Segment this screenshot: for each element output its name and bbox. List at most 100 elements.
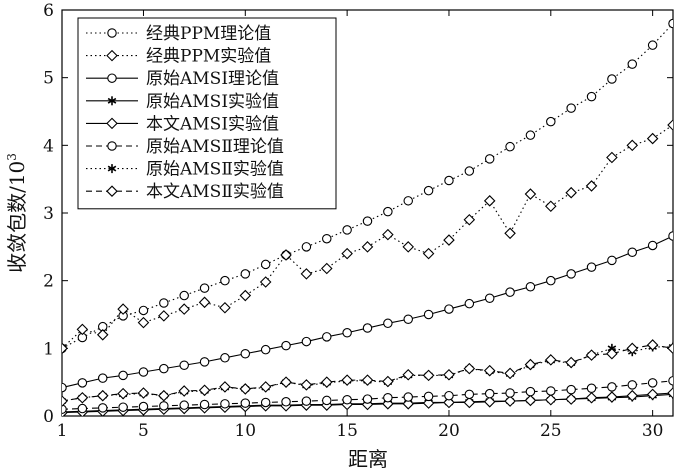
data-point-circle — [107, 28, 117, 38]
data-point-circle — [220, 399, 230, 409]
legend-item: 本文AMSⅠ实验值 — [86, 114, 279, 134]
data-point-circle — [138, 401, 149, 412]
data-point-circle — [159, 298, 169, 308]
data-point-circle — [77, 403, 88, 414]
data-point-circle — [62, 382, 67, 393]
data-point-diamond — [117, 303, 129, 315]
data-point-diamond — [341, 247, 353, 260]
data-point-circle — [607, 382, 617, 392]
data-point-diamond — [76, 391, 89, 404]
data-point-diamond — [198, 384, 211, 397]
data-point-diamond — [76, 323, 89, 336]
data-point-circle — [301, 396, 312, 406]
data-point-circle — [525, 386, 536, 397]
x-axis-title: 距离 — [348, 447, 388, 471]
data-point-circle — [301, 242, 312, 252]
data-point-diamond — [300, 379, 313, 391]
data-point-diamond — [626, 342, 639, 355]
data-point-diamond — [320, 262, 333, 275]
legend-label: 经典PPM理论值 — [146, 24, 271, 44]
data-point-circle — [647, 378, 658, 388]
data-point-diamond — [606, 151, 618, 164]
data-point-circle — [505, 141, 515, 152]
data-point-diamond — [96, 389, 109, 402]
data-point-circle — [159, 401, 169, 411]
data-point-diamond — [361, 374, 374, 386]
legend-item: 经典PPM理论值 — [86, 24, 271, 44]
data-point-diamond — [565, 356, 577, 369]
data-point-circle — [301, 336, 312, 347]
data-point-circle — [647, 240, 658, 251]
data-point-diamond — [320, 376, 333, 388]
data-point-diamond — [626, 139, 639, 152]
data-point-circle — [607, 255, 617, 266]
data-point-diamond — [280, 376, 292, 388]
legend: 经典PPM理论值经典PPM实验值原始AMSⅠ理论值原始AMSⅠ实验值本文AMSⅠ… — [77, 17, 337, 210]
data-point-diamond — [483, 396, 496, 408]
data-point-diamond — [626, 389, 639, 402]
data-point-circle — [107, 73, 117, 83]
data-point-circle — [546, 275, 556, 286]
data-point-star — [107, 164, 117, 174]
data-point-circle — [322, 332, 332, 342]
legend-label: 原始AMSⅡ理论值 — [146, 137, 284, 157]
data-point-diamond — [606, 391, 618, 403]
data-point-circle — [342, 328, 352, 338]
data-point-circle — [484, 293, 495, 304]
data-point-circle — [586, 91, 597, 102]
data-point-circle — [97, 373, 108, 383]
data-point-diamond — [62, 342, 68, 355]
data-point-diamond — [137, 387, 150, 399]
data-point-star — [107, 96, 117, 106]
data-point-circle — [546, 116, 556, 127]
data-point-circle — [444, 390, 454, 401]
data-point-circle — [566, 384, 576, 395]
y-axis-title: 收敛包数/103 — [5, 153, 29, 273]
legend-item: 原始AMSⅡ实验值 — [86, 160, 284, 180]
data-point-circle — [138, 367, 149, 377]
legend-item: 原始AMSⅠ实验值 — [86, 92, 279, 112]
data-point-circle — [240, 398, 251, 408]
data-point-diamond — [422, 247, 435, 260]
data-point-circle — [260, 259, 271, 270]
legend-label: 原始AMSⅠ理论值 — [146, 69, 279, 89]
data-point-diamond — [239, 289, 252, 302]
data-point-diamond — [504, 395, 516, 407]
data-point-diamond — [585, 180, 598, 192]
data-point-diamond — [178, 303, 190, 315]
data-point-circle — [607, 74, 617, 84]
y-tick-label: 1 — [43, 339, 54, 359]
data-point-circle — [566, 269, 576, 279]
data-point-diamond — [565, 393, 577, 405]
data-point-diamond — [646, 132, 659, 145]
data-point-circle — [281, 397, 291, 407]
data-point-diamond — [300, 268, 313, 280]
data-point-diamond — [504, 367, 516, 380]
x-tick-label: 10 — [234, 421, 256, 441]
data-point-diamond — [422, 369, 435, 382]
data-point-diamond — [545, 393, 557, 406]
data-point-diamond — [463, 213, 476, 226]
data-point-diamond — [259, 276, 272, 288]
legend-item: 原始AMSⅡ理论值 — [86, 137, 284, 157]
data-point-circle — [199, 283, 210, 293]
data-point-circle — [240, 348, 251, 359]
x-tick-label: 25 — [540, 421, 562, 441]
data-point-diamond — [606, 347, 618, 360]
data-point-diamond — [402, 368, 415, 381]
data-point-circle — [464, 298, 475, 309]
data-point-circle — [281, 340, 291, 351]
data-point-diamond — [96, 329, 109, 341]
y-axis-title-superscript: 3 — [5, 153, 19, 161]
data-point-circle — [199, 399, 210, 410]
data-point-diamond — [198, 296, 211, 309]
data-point-diamond — [219, 381, 231, 393]
data-point-diamond — [361, 241, 374, 253]
data-point-circle — [668, 18, 673, 29]
data-point-circle — [342, 225, 352, 235]
data-point-circle — [403, 314, 413, 324]
data-point-circle — [342, 395, 352, 405]
data-point-circle — [179, 360, 189, 370]
data-point-circle — [444, 175, 454, 186]
data-point-circle — [484, 154, 495, 164]
